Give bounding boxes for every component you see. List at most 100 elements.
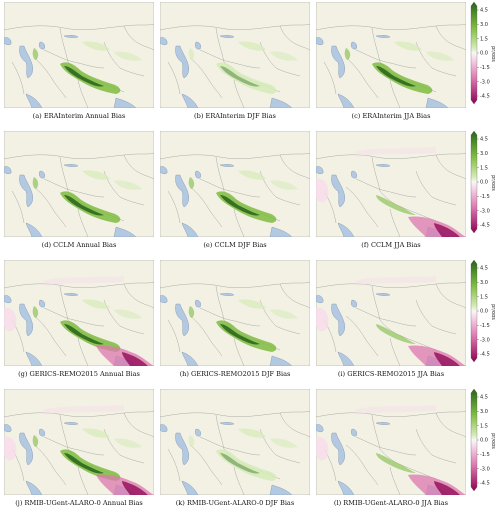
- colorbar-tick-label: -3.0: [480, 79, 490, 85]
- lake-balkhash: [63, 35, 79, 38]
- country-border: [199, 49, 261, 69]
- country-border: [371, 27, 381, 63]
- country-border: [259, 170, 301, 206]
- country-border: [389, 337, 401, 366]
- country-border: [371, 285, 381, 321]
- country-border: [389, 79, 401, 108]
- caspian-sea: [19, 432, 33, 466]
- country-border: [167, 319, 181, 353]
- anomaly-north-dry: [356, 147, 436, 157]
- caspian-sea: [175, 432, 189, 466]
- colorbar-tick-label: 0.0: [480, 180, 488, 186]
- country-border: [59, 285, 69, 321]
- country-border: [103, 170, 145, 206]
- country-border: [389, 466, 401, 495]
- country-border: [259, 428, 301, 464]
- country-border: [316, 281, 466, 289]
- lake-balkhash: [219, 164, 235, 167]
- map-panel: (i) GERICS-REMO2015 JJA Bias: [314, 258, 468, 386]
- black-sea: [160, 295, 168, 304]
- anomaly-north-dry: [44, 405, 124, 415]
- country-border: [199, 307, 261, 327]
- country-border: [59, 27, 69, 63]
- colorbar-tick-label: 1.5: [480, 294, 488, 300]
- colorbar-tick-label: 4.5: [480, 137, 488, 143]
- bias-map: [160, 131, 310, 237]
- bias-map: [4, 131, 154, 237]
- black-sea: [160, 424, 168, 433]
- lake-balkhash: [375, 422, 391, 425]
- aral-sea: [351, 299, 357, 308]
- anomaly-west-dry: [316, 307, 329, 332]
- colorbar-tick-label: -1.5: [480, 323, 490, 329]
- colorbar-scale: [470, 131, 478, 234]
- anomaly-core-himalaya: [220, 195, 260, 216]
- anomaly-caucasus: [32, 48, 39, 60]
- black-sea: [160, 166, 168, 175]
- anomaly-monsoon-core: [122, 352, 148, 366]
- country-border: [215, 27, 225, 63]
- bias-map: [160, 389, 310, 495]
- aral-sea: [351, 428, 357, 437]
- country-border: [233, 79, 245, 108]
- anomaly-band-himalaya: [216, 449, 277, 481]
- caspian-sea: [331, 303, 345, 337]
- country-border: [316, 410, 466, 418]
- country-border: [379, 190, 437, 222]
- colorbar-tick-label: -4.5: [480, 481, 490, 487]
- panel-caption: (d) CCLM Annual Bias: [41, 241, 117, 249]
- country-border: [379, 448, 437, 480]
- bias-map: [4, 389, 154, 495]
- colorbar-tick-label: -3.0: [480, 466, 490, 472]
- anomaly-himalaya-wet: [376, 195, 416, 215]
- anomaly-caucasus: [188, 435, 195, 447]
- persian-gulf: [25, 480, 43, 495]
- anomaly-tianshan: [394, 41, 422, 51]
- panel-caption: (g) GERICS-REMO2015 Annual Bias: [18, 370, 140, 378]
- caspian-sea: [175, 174, 189, 208]
- figure-row: (d) CCLM Annual Bias (e) CCLM DJF Bias (f)…: [0, 129, 500, 257]
- map-panel: (h) GERICS-REMO2015 DJF Bias: [158, 258, 312, 386]
- country-border: [160, 410, 310, 418]
- country-border: [43, 436, 105, 456]
- country-border: [160, 281, 310, 289]
- land-background: [316, 389, 466, 495]
- persian-gulf: [337, 351, 355, 366]
- country-border: [11, 190, 25, 224]
- country-border: [435, 283, 466, 309]
- anomaly-band-himalaya: [216, 191, 277, 223]
- bias-map: [4, 2, 154, 108]
- country-border: [77, 337, 89, 366]
- black-sea: [4, 424, 12, 433]
- panel-caption: (j) RMIB-UGent-ALARO-0 Annual Bias: [15, 499, 143, 507]
- lake-balkhash: [375, 164, 391, 167]
- map-panel: (l) RMIB-UGent-ALARO-0 JJA Bias: [314, 387, 468, 515]
- anomaly-band-himalaya: [60, 449, 121, 481]
- map-panel: (e) CCLM DJF Bias: [158, 129, 312, 257]
- aral-sea: [39, 170, 45, 179]
- anomaly-core-himalaya: [64, 66, 104, 87]
- bay-of-bengal: [269, 355, 293, 366]
- anomaly-tianshan: [82, 428, 110, 438]
- country-border: [215, 414, 225, 450]
- map-panel: (d) CCLM Annual Bias: [2, 129, 156, 257]
- anomaly-east: [270, 438, 298, 448]
- persian-gulf: [181, 93, 199, 108]
- lake-balkhash: [63, 422, 79, 425]
- anomaly-north-dry: [356, 405, 436, 415]
- anomaly-core-himalaya: [64, 195, 104, 216]
- anomaly-band-himalaya: [372, 62, 433, 94]
- colorbar: 4.5 3.0 1.5 0.0 -1.5 -3.0 -4.5 pr/obs: [470, 389, 495, 492]
- anomaly-monsoon-core: [434, 352, 460, 366]
- anomaly-band-himalaya: [60, 62, 121, 94]
- anomaly-core-himalaya: [220, 324, 260, 345]
- colorbar-scale: [470, 260, 478, 363]
- anomaly-west-dry: [316, 436, 329, 461]
- country-border: [123, 283, 154, 309]
- bias-map: [316, 2, 466, 108]
- country-border: [189, 444, 223, 486]
- colorbar-tick-label: -4.5: [480, 223, 490, 229]
- colorbar-tick-label: -3.0: [480, 337, 490, 343]
- lake-balkhash: [219, 35, 235, 38]
